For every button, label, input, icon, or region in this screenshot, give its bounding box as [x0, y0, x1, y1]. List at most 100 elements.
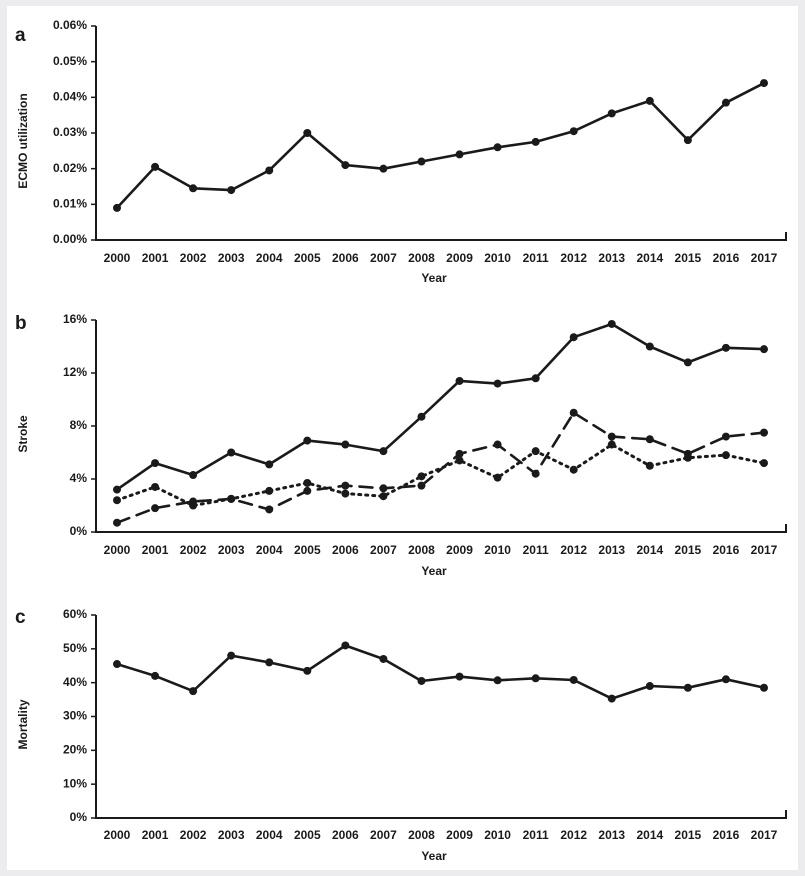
y-tick-label: 0% — [70, 524, 88, 538]
data-point — [455, 376, 464, 385]
data-point — [760, 683, 768, 692]
data-point — [569, 465, 578, 474]
x-tick-label: 2012 — [560, 251, 587, 265]
data-point — [721, 432, 730, 441]
y-tick-label: 0.03% — [53, 125, 87, 139]
x-tick-label: 2007 — [370, 251, 397, 265]
y-tick-label: 0.02% — [53, 161, 87, 175]
y-tick-label: 0.04% — [53, 90, 87, 104]
data-point — [303, 436, 312, 445]
series-line-solid — [115, 322, 766, 491]
data-point — [569, 675, 578, 684]
data-point — [493, 143, 502, 152]
x-tick-label: 2009 — [446, 251, 473, 265]
series-line-solid — [115, 644, 766, 700]
data-point — [417, 412, 426, 421]
x-tick-label: 2013 — [598, 251, 625, 265]
data-point — [379, 484, 388, 493]
x-tick-label: 2004 — [256, 828, 283, 842]
data-point — [379, 447, 388, 456]
x-tick-label: 2006 — [332, 543, 359, 557]
panel-label: c — [15, 607, 26, 628]
data-point — [303, 129, 312, 137]
x-tick-label: 2001 — [142, 543, 169, 557]
x-tick-label: 2007 — [370, 543, 397, 557]
y-axis-title: Mortality — [16, 699, 30, 749]
data-point — [189, 501, 198, 510]
x-tick-label: 2009 — [446, 543, 473, 557]
data-point — [113, 203, 121, 212]
data-point — [531, 469, 540, 478]
data-point — [151, 482, 160, 491]
y-tick-label: 0.05% — [53, 54, 87, 68]
data-point — [721, 98, 730, 107]
data-point — [151, 459, 160, 468]
y-tick-label: 0.00% — [53, 232, 87, 246]
data-point — [531, 674, 540, 683]
x-tick-label: 2014 — [636, 828, 663, 842]
data-point — [113, 518, 121, 527]
y-axis-title: Stroke — [16, 415, 30, 453]
x-tick-label: 2015 — [675, 251, 702, 265]
data-point — [417, 481, 426, 490]
x-tick-label: 2011 — [523, 251, 549, 265]
data-point — [607, 319, 616, 328]
x-tick-label: 2008 — [408, 828, 435, 842]
data-point — [455, 456, 464, 465]
y-tick-label: 0% — [70, 810, 88, 824]
y-tick-label: 20% — [63, 743, 87, 757]
data-point — [607, 432, 616, 441]
x-tick-label: 2008 — [408, 543, 435, 557]
data-point — [493, 379, 502, 388]
y-tick-label: 8% — [70, 418, 88, 432]
data-point — [645, 461, 654, 470]
data-point — [683, 358, 692, 367]
axis-lines — [95, 615, 787, 819]
x-tick-label: 2017 — [751, 251, 778, 265]
y-axis-title: ECMO utilization — [16, 93, 30, 188]
data-point — [189, 184, 198, 193]
data-point — [607, 440, 616, 449]
data-point — [645, 682, 654, 691]
y-tick-label: 4% — [70, 471, 88, 485]
x-tick-label: 2010 — [484, 828, 511, 842]
x-tick-label: 2005 — [294, 251, 321, 265]
y-tick-label: 0.06% — [53, 18, 87, 32]
data-point — [303, 666, 312, 675]
x-tick-label: 2002 — [180, 543, 207, 557]
x-tick-label: 2017 — [751, 828, 778, 842]
x-axis-title: Year — [421, 849, 447, 863]
figure-canvas: a 0.00% 0.01% 0.02% 0.03% 0.04% 0.05% 0.06% 2000… — [15, 18, 787, 863]
data-point — [760, 459, 768, 468]
data-point — [151, 504, 160, 513]
data-point — [265, 460, 274, 469]
x-tick-label: 2006 — [332, 251, 359, 265]
data-point — [721, 343, 730, 352]
y-tick-label: 60% — [63, 607, 87, 621]
x-tick-label: 2000 — [104, 828, 131, 842]
x-axis-title: Year — [421, 271, 447, 285]
data-point — [645, 96, 654, 105]
x-tick-label: 2000 — [104, 543, 131, 557]
data-point — [227, 186, 236, 195]
data-point — [113, 485, 121, 494]
data-point — [721, 675, 730, 684]
x-tick-label: 2002 — [180, 251, 207, 265]
x-tick-label: 2013 — [598, 543, 625, 557]
panel-label: a — [15, 25, 26, 46]
x-tick-label: 2011 — [523, 543, 549, 557]
chart-panel-b: b 0% 4% 8% 12% 16% 2000 2001 2002 2003 2004 2005 200… — [15, 312, 787, 578]
x-tick-label: 2001 — [142, 251, 169, 265]
x-tick-label: 2002 — [180, 828, 207, 842]
data-point — [417, 676, 426, 685]
data-point — [303, 478, 312, 487]
data-point — [341, 481, 350, 490]
data-point — [151, 671, 160, 680]
data-point — [683, 136, 692, 145]
data-point — [151, 162, 160, 171]
x-tick-label: 2017 — [751, 543, 778, 557]
x-tick-label: 2001 — [142, 828, 169, 842]
x-tick-label: 2014 — [636, 543, 663, 557]
data-point — [227, 651, 236, 660]
data-point — [227, 448, 236, 457]
